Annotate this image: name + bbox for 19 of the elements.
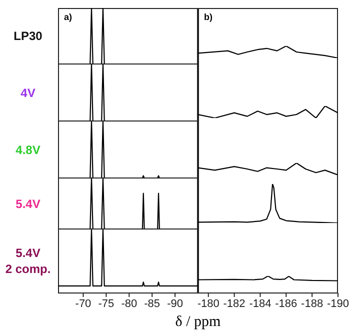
y-axis-title: 4V	[20, 84, 36, 100]
x-axis-title: δ / ppm	[174, 314, 222, 331]
text: b)	[204, 12, 212, 22]
x-tick-label: -180	[197, 298, 220, 310]
x-tick-label: -75	[98, 298, 114, 310]
y-axis-title: 4.8V	[14, 142, 42, 158]
annotation: a)	[64, 12, 72, 22]
x-tick-label: -80	[121, 298, 138, 310]
x-tick-label: -186	[275, 298, 298, 310]
x-tick-label: -70	[75, 298, 92, 310]
y-axis-title: LP30	[12, 28, 44, 44]
y-axis-title: 5.4V 2 comp.	[4, 245, 52, 277]
x-tick-label: -85	[144, 298, 160, 310]
y-axis-title: 5.4V	[14, 196, 42, 212]
x-tick-label: -90	[167, 298, 183, 310]
x-tick-label: -182	[223, 298, 246, 310]
x-tick-label: -188	[301, 298, 324, 310]
x-tick-label: -190	[326, 298, 350, 310]
x-tick-label: -184	[249, 298, 272, 310]
